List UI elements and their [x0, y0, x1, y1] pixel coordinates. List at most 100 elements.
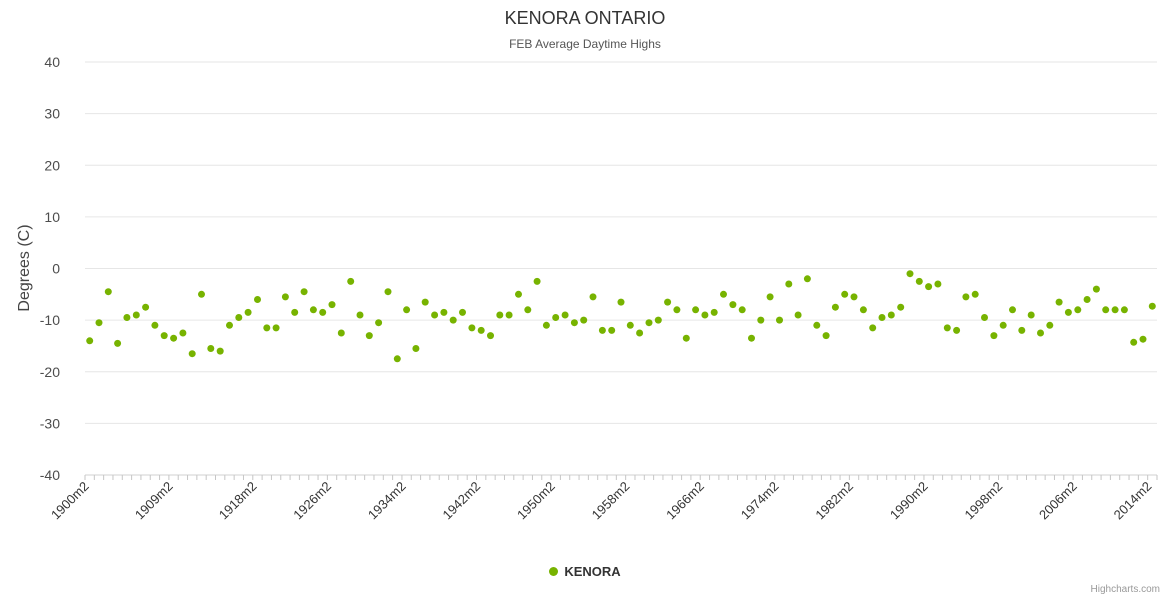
data-point[interactable] — [142, 303, 150, 311]
data-point[interactable] — [981, 314, 988, 321]
data-point[interactable] — [1092, 285, 1100, 293]
data-point[interactable] — [170, 334, 178, 342]
data-point[interactable] — [645, 319, 653, 327]
data-point[interactable] — [412, 345, 420, 352]
data-point[interactable] — [207, 345, 215, 352]
data-point[interactable] — [831, 303, 839, 311]
data-point[interactable] — [95, 319, 103, 327]
data-point[interactable] — [365, 332, 373, 340]
data-point[interactable] — [188, 350, 196, 358]
data-point[interactable] — [524, 306, 532, 314]
data-point[interactable] — [375, 319, 383, 327]
data-point[interactable] — [617, 298, 625, 306]
data-point[interactable] — [1102, 306, 1110, 314]
data-point[interactable] — [738, 306, 746, 314]
data-point[interactable] — [887, 311, 895, 319]
data-point[interactable] — [608, 326, 616, 334]
data-point[interactable] — [533, 277, 541, 285]
data-point[interactable] — [971, 290, 979, 298]
legend-label[interactable]: KENORA — [564, 564, 621, 579]
data-point[interactable] — [216, 347, 224, 355]
data-point[interactable] — [701, 311, 709, 319]
data-point[interactable] — [347, 277, 355, 285]
data-point[interactable] — [542, 321, 550, 329]
data-point[interactable] — [710, 308, 718, 316]
data-point[interactable] — [748, 334, 755, 342]
data-point[interactable] — [1130, 338, 1138, 346]
data-point[interactable] — [393, 355, 401, 363]
data-point[interactable] — [561, 311, 569, 319]
data-point[interactable] — [1148, 302, 1156, 310]
data-point[interactable] — [179, 329, 187, 337]
data-point[interactable] — [431, 311, 439, 319]
data-point[interactable] — [589, 293, 597, 301]
data-point[interactable] — [999, 321, 1007, 329]
data-point[interactable] — [990, 332, 998, 340]
data-point[interactable] — [319, 308, 327, 316]
data-point[interactable] — [86, 337, 94, 345]
data-point[interactable] — [869, 324, 877, 332]
data-point[interactable] — [337, 329, 345, 337]
data-point[interactable] — [1055, 298, 1063, 306]
data-point[interactable] — [664, 298, 672, 306]
data-point[interactable] — [925, 283, 933, 291]
data-point[interactable] — [123, 314, 131, 321]
data-point[interactable] — [1064, 308, 1072, 316]
data-point[interactable] — [244, 308, 252, 316]
data-point[interactable] — [104, 288, 112, 296]
data-point[interactable] — [263, 324, 271, 332]
data-point[interactable] — [720, 290, 727, 298]
data-point[interactable] — [440, 308, 448, 316]
data-point[interactable] — [515, 290, 522, 298]
data-point[interactable] — [1139, 335, 1147, 343]
data-point[interactable] — [897, 303, 905, 311]
data-point[interactable] — [850, 293, 858, 301]
data-point[interactable] — [1120, 306, 1128, 314]
data-point[interactable] — [254, 296, 261, 303]
data-point[interactable] — [403, 306, 411, 314]
data-point[interactable] — [803, 275, 811, 283]
data-point[interactable] — [915, 277, 923, 285]
data-point[interactable] — [943, 324, 951, 332]
data-point[interactable] — [682, 334, 690, 342]
data-point[interactable] — [505, 311, 513, 319]
data-point[interactable] — [477, 326, 485, 334]
data-point[interactable] — [384, 288, 392, 296]
data-point[interactable] — [235, 314, 243, 321]
data-point[interactable] — [309, 306, 317, 314]
legend[interactable]: KENORA — [0, 564, 1170, 579]
data-point[interactable] — [198, 290, 205, 298]
data-point[interactable] — [459, 308, 466, 316]
data-point[interactable] — [132, 311, 140, 319]
data-point[interactable] — [291, 308, 299, 316]
data-point[interactable] — [468, 324, 476, 332]
data-point[interactable] — [328, 301, 336, 309]
data-point[interactable] — [226, 321, 233, 329]
data-point[interactable] — [1046, 321, 1054, 329]
data-point[interactable] — [598, 326, 606, 334]
data-point[interactable] — [692, 306, 700, 314]
data-point[interactable] — [114, 339, 122, 347]
data-point[interactable] — [757, 316, 765, 324]
data-point[interactable] — [281, 293, 289, 301]
data-point[interactable] — [421, 298, 429, 306]
data-point[interactable] — [1009, 306, 1016, 314]
data-point[interactable] — [878, 314, 886, 321]
data-point[interactable] — [654, 316, 662, 324]
data-point[interactable] — [841, 290, 849, 298]
data-point[interactable] — [813, 321, 821, 329]
data-point[interactable] — [160, 332, 168, 340]
data-point[interactable] — [776, 316, 783, 324]
data-point[interactable] — [766, 293, 774, 301]
data-point[interactable] — [449, 316, 457, 324]
data-point[interactable] — [300, 288, 308, 296]
data-point[interactable] — [729, 301, 737, 309]
data-point[interactable] — [953, 326, 961, 334]
data-point[interactable] — [822, 332, 830, 340]
data-point[interactable] — [1027, 311, 1035, 319]
data-point[interactable] — [580, 316, 588, 324]
data-point[interactable] — [785, 280, 793, 288]
data-point[interactable] — [552, 314, 560, 321]
data-point[interactable] — [636, 329, 644, 337]
data-point[interactable] — [1083, 296, 1091, 303]
